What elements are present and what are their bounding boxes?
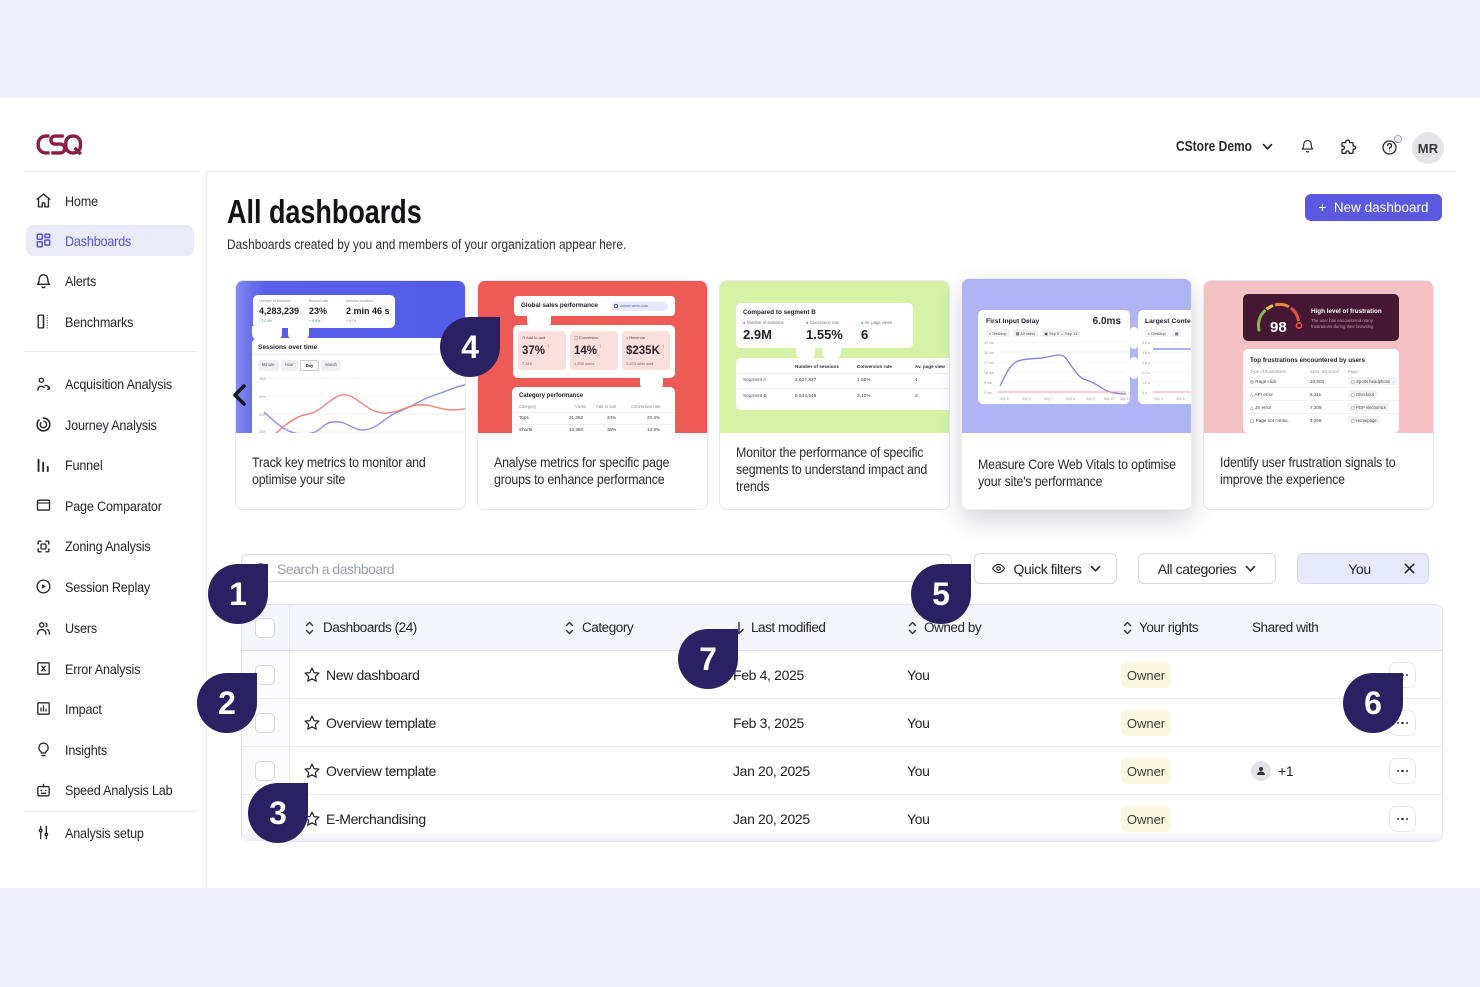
- svg-text:25K: 25K: [259, 412, 266, 417]
- svg-text:1.2 s: 1.2 s: [1142, 381, 1150, 385]
- svg-text:Sep 7: Sep 7: [1044, 397, 1053, 401]
- svg-text:4.8 s: 4.8 s: [1142, 351, 1150, 355]
- svg-text:98: 98: [1270, 319, 1287, 336]
- svg-text:18 ms: 18 ms: [984, 371, 994, 375]
- svg-text:Sep 6: Sep 6: [1176, 397, 1185, 401]
- svg-text:36 ms: 36 ms: [984, 351, 994, 355]
- svg-text:20K: 20K: [259, 429, 266, 433]
- svg-text:Sep 10: Sep 10: [1104, 397, 1115, 401]
- svg-text:Sep 8: Sep 8: [1066, 397, 1075, 401]
- svg-text:Sep 9: Sep 9: [1086, 397, 1095, 401]
- svg-text:45 ms: 45 ms: [984, 341, 994, 345]
- svg-text:35K: 35K: [259, 376, 266, 381]
- svg-text:0 ms: 0 ms: [984, 391, 992, 395]
- svg-text:Sep 11: Sep 11: [1120, 397, 1130, 401]
- svg-text:3.6 s: 3.6 s: [1142, 361, 1150, 365]
- svg-text:6.0 s: 6.0 s: [1142, 341, 1150, 345]
- svg-text:27 ms: 27 ms: [984, 361, 994, 365]
- svg-text:30K: 30K: [259, 394, 266, 399]
- svg-text:0 s: 0 s: [1142, 391, 1147, 395]
- svg-text:9 ms: 9 ms: [984, 381, 992, 385]
- svg-text:Sep 6: Sep 6: [1022, 397, 1031, 401]
- svg-text:Sep 5: Sep 5: [1000, 397, 1009, 401]
- svg-text:Sep 5: Sep 5: [1154, 397, 1163, 401]
- svg-text:2.4 s: 2.4 s: [1142, 371, 1150, 375]
